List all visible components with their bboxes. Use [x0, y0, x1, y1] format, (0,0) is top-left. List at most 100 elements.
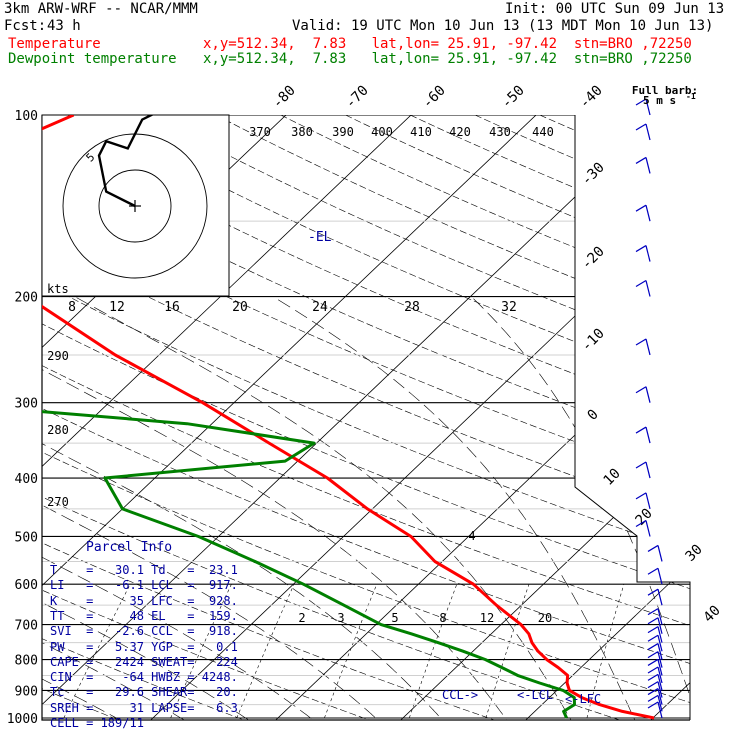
mixing-ratio-line [63, 584, 131, 719]
theta-label-top: 370 [249, 125, 271, 139]
wind-barb-staff [645, 205, 651, 222]
dry-adiabat-line [42, 115, 653, 720]
header: 3km ARW-WRF -- NCAR/MMM Init: 00 UTC Sun… [0, 0, 740, 70]
theta-label-top: 410 [410, 125, 432, 139]
dry-adiabat-line [42, 115, 690, 720]
dry-adiabat-line [474, 115, 690, 720]
isotherm-label: -70 [343, 83, 372, 112]
pressure-tick-label: 700 [15, 619, 38, 634]
wind-barb-flag [647, 626, 659, 634]
mixing-ratio-label-upper: 12 [109, 300, 125, 315]
wind-barb-staff [657, 568, 663, 585]
wind-barb-staff [657, 643, 663, 660]
model-title: 3km ARW-WRF -- NCAR/MMM [4, 1, 198, 17]
wind-barb-flag [647, 588, 659, 596]
theta-label-top: 380 [291, 125, 313, 139]
dry-adiabat-line [42, 115, 690, 720]
wind-barb-flag [635, 204, 647, 212]
mixing-ratio-label-lower: 8 [439, 611, 446, 625]
isotherm-line [389, 115, 690, 720]
theta-label-top: 400 [371, 125, 393, 139]
wind-barb-flag [647, 658, 659, 666]
legend-temperature: Temperature [8, 36, 101, 52]
parcel-info-row: PW = 5.37 YGP = 0.1 [50, 639, 238, 654]
theta-label-left: 280 [47, 423, 69, 437]
isotherm-label: -40 [577, 83, 606, 112]
lcl-marker: <-LCL [517, 688, 553, 702]
wind-barb-staff [657, 666, 663, 684]
wind-barb-flag [635, 461, 647, 469]
wind-barb-flag [647, 694, 659, 702]
isotherm-label: -10 [579, 326, 608, 355]
wind-barb-staff [657, 688, 663, 705]
hodograph-units: kts [47, 282, 69, 296]
dry-adiabat-line [280, 115, 690, 720]
mixing-ratio-label-lower: 12 [480, 611, 494, 625]
wind-barb-staff [657, 659, 663, 676]
pressure-tick-label: 500 [15, 530, 38, 545]
parcel-cell-row: CELL = 189/11 [50, 716, 144, 730]
moist-adiabat-line [42, 296, 328, 720]
wind-barb-staff [657, 651, 663, 668]
wind-barb-flag [635, 492, 647, 500]
wind-barb-flag [647, 688, 659, 696]
parcel-info-row: CAPE = 2424 SWEAT= 224 [50, 654, 238, 669]
wind-barb-staff [657, 608, 663, 625]
wind-barb-flag [647, 544, 659, 552]
wind-barb-staff [657, 626, 663, 643]
isotherm-label: 40 [701, 603, 724, 626]
wind-barb-staff [645, 98, 651, 116]
isotherm-label: -60 [420, 83, 449, 112]
theta-label-top: 440 [532, 125, 554, 139]
isotherm-label: -50 [499, 83, 528, 112]
pressure-tick-label: 100 [15, 109, 38, 124]
dry-adiabat-line [42, 115, 690, 720]
isotherm-label: 20 [633, 506, 656, 529]
moist-adiabat-line [42, 296, 515, 720]
theta-label-top: 430 [489, 125, 511, 139]
pressure-tick-label: 400 [15, 472, 38, 487]
dry-adiabat-line [42, 115, 527, 720]
parcel-info-row: LI = -6.1 LCL = 917. [50, 578, 238, 593]
hodograph-ring [98, 169, 172, 243]
forecast-hours: 43 h [47, 18, 81, 34]
dry-adiabat-line [42, 115, 690, 720]
wind-barb-staff [645, 245, 651, 262]
wind-barb-flag [647, 643, 659, 651]
wind-barb-staff [657, 695, 663, 712]
isotherm-label: -30 [579, 160, 608, 189]
parcel-info-title: Parcel Info [86, 540, 173, 555]
mixing-ratio-label-upper: 8 [68, 300, 76, 315]
diagram-right-edge [574, 115, 691, 720]
isotherm-line [139, 115, 690, 720]
isotherm-line [514, 115, 690, 720]
lfc-marker: <-LFC [565, 692, 601, 706]
wind-barb-flag [635, 386, 647, 394]
pressure-tick-label: 900 [15, 684, 38, 699]
barb-legend: Full barb:5 m s -1 [632, 84, 698, 107]
parcel-info-row: SVI = -2.6 CCL = 918. [50, 624, 238, 639]
pressure-tick-label: 300 [15, 397, 38, 412]
wind-barb-staff [645, 338, 651, 356]
wind-barb-staff [657, 681, 663, 698]
parcel-info-row: SREH = 31 LAPSE= 6.3 [50, 700, 238, 715]
barb-legend-units: 5 m s [643, 94, 676, 107]
mixing-ratio-line [324, 584, 378, 719]
isotherm-label: 0 [585, 407, 602, 424]
isotherm-line [42, 115, 473, 720]
temperature-profile [42, 115, 655, 720]
wind-barb-staff [657, 674, 663, 691]
moist-adiabat-line [42, 296, 453, 720]
mixing-ratio-label-upper: 32 [501, 300, 517, 315]
mixing-ratio-label-lower: 5 [391, 611, 398, 625]
dry-adiabat-line [539, 115, 690, 720]
mixing-ratio-label-upper: 24 [312, 300, 328, 315]
wind-barb-flag [635, 338, 647, 346]
theta-label-top: 390 [332, 125, 354, 139]
init-time: Init: 00 UTC Sun 09 Jun 13 [505, 1, 725, 17]
wind-barb-flag [647, 617, 659, 625]
level-markers: -EL CCL-> <-LCL <-LFC [308, 230, 601, 706]
theta-label-top: 420 [449, 125, 471, 139]
